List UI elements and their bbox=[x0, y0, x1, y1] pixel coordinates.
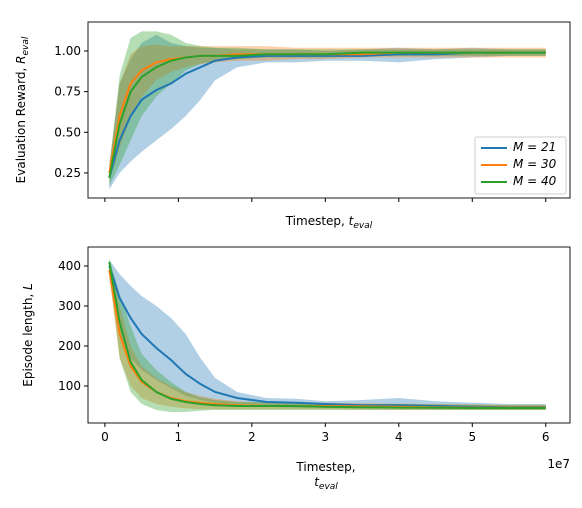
confidence-band bbox=[109, 34, 546, 190]
axis-label: Evaluation Reward, Reval bbox=[14, 36, 31, 183]
label-text: Timestep, bbox=[295, 460, 355, 474]
y-tick-label: 0.75 bbox=[54, 85, 81, 99]
legend-label: M = 30 bbox=[513, 157, 557, 171]
confidence-band bbox=[109, 44, 546, 182]
confidence-band bbox=[109, 258, 546, 412]
label-var: L bbox=[21, 283, 35, 290]
confidence-band bbox=[109, 31, 546, 186]
label-text: Timestep, bbox=[285, 214, 349, 228]
axes-frame bbox=[87, 21, 571, 199]
x-tick-label: 3 bbox=[322, 430, 330, 444]
label-text: Episode length, bbox=[21, 290, 35, 387]
y-tick-label: 0.25 bbox=[54, 166, 81, 180]
label-var: t bbox=[314, 475, 320, 489]
y-tick-label: 100 bbox=[58, 379, 81, 393]
axes-frame bbox=[87, 246, 571, 424]
line bbox=[108, 51, 546, 179]
line bbox=[108, 265, 546, 409]
legend-box bbox=[474, 136, 567, 195]
x-tick-label: 2 bbox=[248, 430, 256, 444]
label-sub: eval bbox=[319, 482, 338, 492]
label-var: R bbox=[14, 56, 28, 64]
y-tick-label: 1.00 bbox=[54, 44, 81, 58]
x-tick-label: 0 bbox=[101, 430, 109, 444]
y-tick-label: 400 bbox=[58, 259, 81, 273]
legend-label: M = 40 bbox=[513, 174, 557, 188]
x-tick-label: 6 bbox=[542, 430, 550, 444]
x-tick-label: 5 bbox=[468, 430, 476, 444]
label-sub: eval bbox=[21, 36, 31, 55]
label-sub: eval bbox=[353, 221, 372, 231]
legend-label: M = 21 bbox=[513, 140, 556, 154]
offset-label: 1e7 bbox=[547, 457, 570, 471]
axis-label: Timestep, teval bbox=[295, 460, 355, 492]
x-tick-label: 4 bbox=[395, 430, 403, 444]
y-tick-label: 200 bbox=[58, 339, 81, 353]
y-tick-label: 300 bbox=[58, 299, 81, 313]
y-tick-label: 0.50 bbox=[54, 125, 81, 139]
x-tick-label: 1 bbox=[175, 430, 183, 444]
axis-label: Episode length, L bbox=[21, 283, 35, 387]
line bbox=[108, 51, 546, 179]
label-var: t bbox=[349, 214, 355, 228]
label-text: Evaluation Reward, bbox=[14, 64, 28, 183]
axis-label: Timestep, teval bbox=[285, 214, 373, 231]
confidence-band bbox=[109, 262, 546, 410]
line bbox=[108, 261, 546, 409]
